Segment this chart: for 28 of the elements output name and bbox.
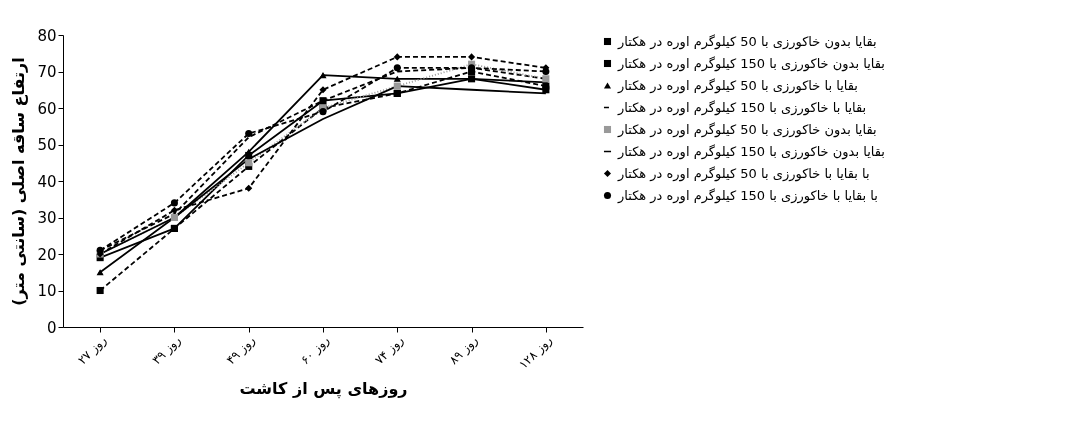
y-tick-label: 70 bbox=[37, 63, 57, 81]
legend-label: بقایا بدون خاکورزی با 150 کیلوگرم اوره در هکتار bbox=[617, 143, 885, 160]
y-tick-label: 40 bbox=[37, 172, 57, 191]
legend-label: با بقایا با خاکورزی با 50 کیلوگرم اوره در هکتار bbox=[617, 165, 870, 182]
legend-label: بقایا بدون خاکورزی با 50 کیلوگرم اوره در هکتار bbox=[617, 121, 877, 138]
x-tick-label: ۳۹ روز bbox=[149, 332, 185, 368]
legend-label: بقایا با خاکورزی با 150 کیلوگرم اوره در هکتار bbox=[617, 99, 867, 116]
y-axis-title: ارتفاع ساقه اصلی (سانتی متر) bbox=[9, 57, 29, 306]
x-tick-label: ۸۹ روز bbox=[446, 332, 482, 368]
y-tick-label: 80 bbox=[37, 26, 57, 45]
y-tick-label: 50 bbox=[37, 136, 57, 154]
point bbox=[393, 89, 401, 97]
x-tick-label: ۷۴ روز bbox=[372, 332, 408, 368]
y-tick-label: 10 bbox=[37, 282, 57, 300]
x-tick-label: ۴۹ روز bbox=[223, 332, 259, 368]
legend-label: بقایا بدون خاکورزی با 50 کیلوگرم اوره در هکتار bbox=[617, 33, 877, 50]
y-tick-label: 20 bbox=[37, 245, 57, 264]
legend-label: بقایا بدون خاکورزی با 150 کیلوگرم اوره در هکتار bbox=[617, 55, 885, 72]
legend-label: بقایا با خاکورزی با 50 کیلوگرم اوره در هکتار bbox=[617, 77, 858, 94]
x-axis-title: روزهای پس از کاشت bbox=[239, 378, 408, 399]
x-tick-label: ۶۰ روز bbox=[297, 332, 333, 368]
legend-label: با بقایا با خاکورزی با 150 کیلوگرم اوره در هکتار bbox=[617, 187, 878, 204]
y-tick-label: 60 bbox=[37, 99, 57, 118]
point bbox=[170, 224, 178, 232]
y-tick-label: 0 bbox=[46, 318, 57, 337]
y-tick-label: 30 bbox=[37, 209, 57, 227]
x-tick-label: ۱۲۸ روز bbox=[516, 332, 556, 373]
x-tick-label: ۲۷ روز bbox=[75, 332, 110, 368]
